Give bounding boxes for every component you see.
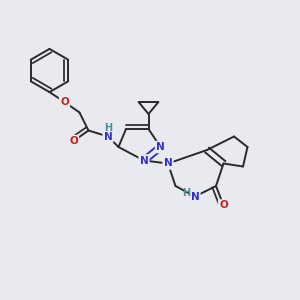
Text: N: N [190, 191, 200, 202]
Text: O: O [69, 136, 78, 146]
Text: N: N [103, 131, 112, 142]
Text: H: H [104, 123, 112, 133]
Text: O: O [219, 200, 228, 211]
Text: N: N [140, 155, 148, 166]
Text: H: H [182, 188, 190, 199]
Text: N: N [156, 142, 165, 152]
Text: O: O [60, 97, 69, 107]
Text: N: N [164, 158, 172, 169]
